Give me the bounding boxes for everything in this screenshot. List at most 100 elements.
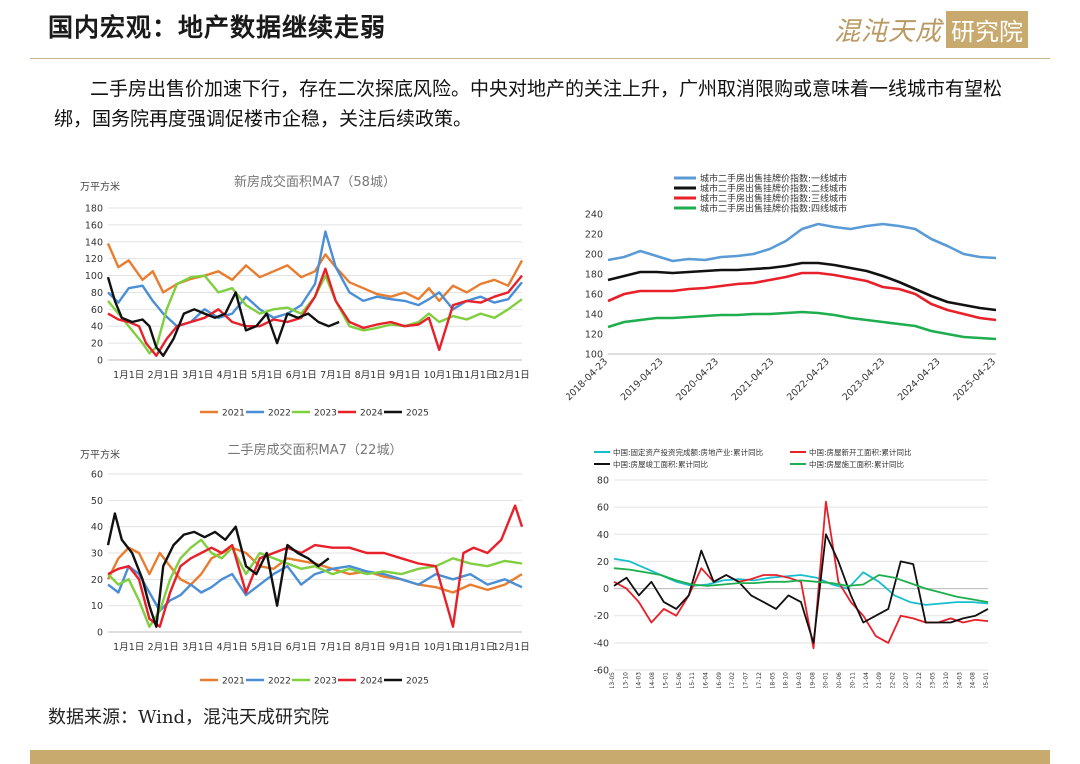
chart-2-y-tick-label: 10 (91, 601, 103, 612)
chart-0-y-tick-label: 60 (91, 305, 103, 316)
chart-1-legend-label: 城市二手房出售挂牌价指数:一线城市 (700, 173, 847, 185)
chart-0-series-line-1 (107, 230, 523, 328)
chart-3-x-tick-label: 2022-02 (890, 672, 897, 688)
chart-2-x-tick-label: 3月1日 (182, 642, 213, 653)
chart-1-y-tick-label: 220 (585, 230, 603, 241)
chart-0-x-tick-label: 12月1日 (493, 370, 530, 381)
chart-2-y-tick-label: 40 (91, 522, 103, 533)
chart-3-y-tick-label: -60 (593, 666, 609, 677)
chart-3-x-tick-label: 2013-05 (609, 672, 616, 688)
chart-2-series-line-4 (106, 512, 330, 628)
chart-1-y-tick-label: 160 (585, 290, 603, 301)
chart-0-ylabel: 万平方米 (80, 180, 120, 193)
chart-2-series-line-0 (106, 546, 523, 594)
chart-0-series-line-0 (106, 243, 524, 303)
chart-2-legend-label: 2023 (314, 677, 337, 687)
chart-1-y-tick-label: 180 (585, 270, 603, 281)
chart-2-x-tick-label: 5月1日 (251, 642, 282, 653)
chart-0-series-line-4 (106, 276, 340, 358)
logo-script: 混沌天成 (833, 16, 942, 47)
chart-1-series-line-3 (607, 310, 997, 341)
chart-0-title: 新房成交面积MA7（58城） (234, 174, 396, 190)
chart-1-y-tick-label: 120 (585, 330, 603, 341)
chart-3-x-tick-label: 2016-04 (703, 672, 710, 688)
chart-3-x-tick-label: 2019-08 (809, 672, 816, 688)
chart-3-x-tick-label: 2024-08 (970, 672, 977, 688)
chart-0-legend-label: 2023 (314, 409, 337, 419)
summary-paragraph: 二手房出售价加速下行，存在二次探底风险。中央对地产的关注上升，广州取消限购或意味… (54, 74, 1034, 134)
chart-0-x-tick-label: 7月1日 (320, 370, 351, 381)
chart-3-legend-label: 中国:固定资产投资完成额:房地产业:累计同比 (613, 447, 764, 457)
chart-0-x-tick-label: 11月1日 (458, 370, 495, 381)
chart-2-legend-label: 2022 (268, 677, 291, 687)
chart-3-y-tick-label: 80 (597, 476, 609, 487)
chart-3-x-tick-label: 2022-07 (903, 672, 910, 688)
summary-text: 二手房出售价加速下行，存在二次探底风险。中央对地产的关注上升，广州取消限购或意味… (54, 78, 1003, 130)
chart-2-legend-label: 2021 (222, 677, 245, 687)
chart-3-y-tick-label: -20 (593, 611, 609, 622)
second-hand-price-chart: 100 120 140 160 180 200 220 240 2018-04-23 2019-0… (566, 168, 1012, 414)
chart-1-x-tick-label: 2023-04-23 (840, 356, 887, 403)
chart-0-x-tick-label: 10月1日 (424, 370, 461, 381)
chart-0-x-tick-label: 8月1日 (355, 370, 386, 381)
chart-3-x-tick-label: 2013-10 (622, 672, 629, 688)
chart-3-y-tick-label: 0 (603, 584, 609, 595)
chart-1-x-tick-label: 2020-04-23 (674, 356, 721, 403)
data-source: 数据来源：Wind，混沌天成研究院 (48, 707, 330, 728)
chart-3-series-line-0 (613, 557, 989, 606)
header-divider (30, 58, 1050, 59)
chart-3-y-tick-label: -40 (593, 638, 609, 649)
page-title: 国内宏观：地产数据继续走弱 (48, 13, 387, 42)
chart-1-x-tick-label: 2022-04-23 (785, 356, 832, 403)
footer-bar (30, 750, 1050, 764)
chart-3-legend-label: 中国:房屋施工面积:累计同比 (809, 459, 905, 469)
chart-2-x-tick-label: 1月1日 (113, 642, 144, 653)
chart-1-x-tick-label: 2021-04-23 (730, 356, 777, 403)
chart-0-y-tick-label: 120 (85, 254, 103, 265)
chart-0-series-line-3 (107, 267, 523, 358)
chart-3-x-tick-label: 2017-02 (729, 672, 736, 688)
chart-1-series-line-2 (607, 271, 997, 322)
chart-2-x-tick-label: 11月1日 (458, 642, 495, 653)
chart-3-y-tick-label: 20 (597, 557, 609, 568)
chart-0-x-tick-label: 9月1日 (389, 370, 420, 381)
chart-0-x-tick-label: 1月1日 (113, 370, 144, 381)
chart-2-x-tick-label: 6月1日 (286, 642, 317, 653)
chart-1-x-tick-label: 2024-04-23 (896, 356, 943, 403)
chart-2-legend-label: 2025 (406, 677, 429, 687)
chart-1-y-tick-label: 240 (585, 210, 603, 221)
chart-0-x-tick-label: 4月1日 (217, 370, 248, 381)
chart-3-x-tick-label: 2015-11 (689, 672, 696, 688)
chart-0-y-tick-label: 20 (91, 339, 103, 350)
chart-3-x-tick-label: 2018-10 (783, 672, 790, 688)
chart-3-series-line-2 (613, 533, 989, 644)
chart-3-x-tick-label: 2020-11 (849, 672, 856, 688)
chart-3-x-tick-label: 2024-03 (956, 672, 963, 688)
chart-0-legend-label: 2022 (268, 409, 291, 419)
chart-0-y-tick-label: 40 (91, 322, 103, 333)
chart-1-series-line-0 (607, 222, 997, 263)
chart-2-y-tick-label: 20 (91, 575, 103, 586)
chart-1-legend-label: 城市二手房出售挂牌价指数:三线城市 (700, 193, 847, 205)
investment-chart: -60 -40 -20 0 20 40 60 80 2013-05 2013-10 2014-03 2… (588, 442, 998, 688)
chart-0-y-tick-label: 0 (97, 356, 103, 367)
chart-0-y-tick-label: 100 (85, 271, 103, 282)
chart-2-x-tick-label: 4月1日 (217, 642, 248, 653)
chart-1-legend-label: 城市二手房出售挂牌价指数:四线城市 (700, 203, 847, 215)
chart-3-legend-label: 中国:房屋竣工面积:累计同比 (613, 459, 709, 469)
chart-svg: -60 -40 -20 0 20 40 60 80 2013-05 2013-10 2014-03 2… (593, 447, 990, 688)
chart-3-x-tick-label: 2021-09 (876, 672, 883, 688)
chart-3-x-tick-label: 2016-09 (716, 672, 723, 688)
chart-3-x-tick-label: 2014-08 (649, 672, 656, 688)
chart-3-y-tick-label: 40 (597, 530, 609, 541)
chart-2-x-tick-label: 12月1日 (493, 642, 530, 653)
chart-1-x-tick-label: 2018-04-23 (566, 356, 610, 403)
chart-0-y-tick-label: 140 (85, 237, 103, 248)
chart-0-legend-label: 2024 (360, 409, 383, 419)
logo: 混沌天成 研究院 (834, 10, 1028, 48)
chart-3-x-tick-label: 2020-01 (823, 672, 830, 688)
chart-1-y-tick-label: 100 (585, 350, 603, 361)
chart-3-x-tick-label: 2014-03 (636, 672, 643, 688)
chart-1-legend-label: 城市二手房出售挂牌价指数:二线城市 (700, 183, 847, 195)
chart-3-x-tick-label: 2019-03 (796, 672, 803, 688)
